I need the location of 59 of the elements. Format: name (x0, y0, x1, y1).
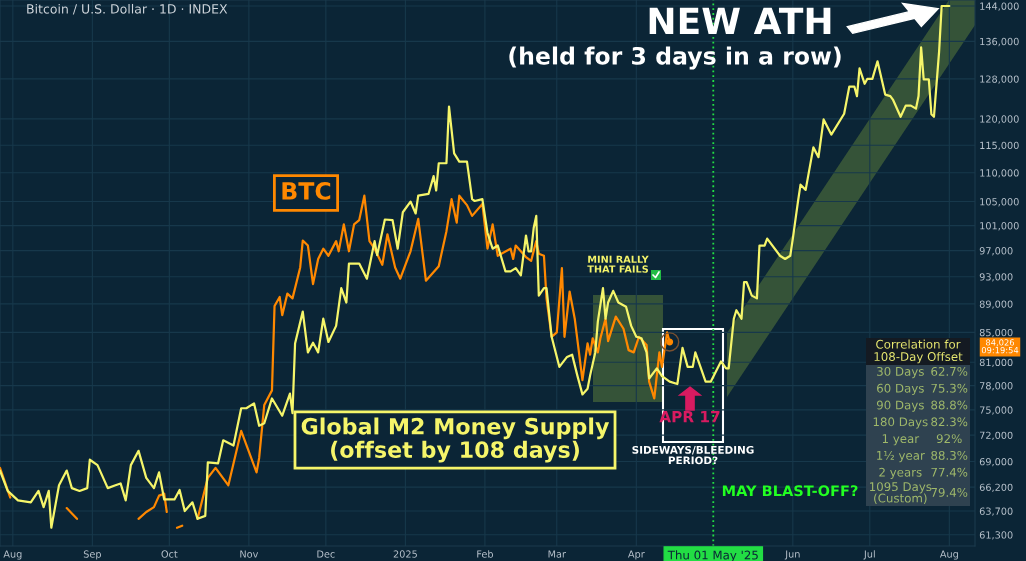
annotation: NEW ATH (649, 7, 831, 34)
x-tick-label: Oct (161, 550, 178, 558)
x-tick-label: Aug (3, 550, 22, 560)
series-label: Global M2 Money Supply (offset by 108 days) (301, 417, 610, 463)
y-tick-label: 120,000 (980, 115, 1019, 124)
text: 77.4% (931, 467, 968, 477)
y-tick-label: 61,300 (979, 531, 1013, 540)
x-tick-label: Jun (784, 550, 800, 560)
text: 82.3% (931, 417, 968, 427)
y-tick-label: 75,000 (979, 406, 1013, 415)
annotation: MAY BLAST-OFF? (722, 485, 858, 497)
x-tick-label: Feb (477, 550, 494, 558)
annotation: MINI RALLY THAT FAILS (587, 255, 649, 273)
y-tick-label: 78,000 (979, 382, 1013, 391)
y-tick-label: 66,200 (979, 483, 1013, 492)
text: 75.3% (931, 383, 968, 393)
x-tick-label: Dec (317, 550, 335, 558)
x-tick-label: Aug (939, 550, 958, 560)
y-tick-label: 136,000 (980, 37, 1019, 47)
text: 92% (936, 434, 962, 444)
y-tick-label: 128,000 (980, 75, 1019, 84)
y-tick-label: 144,000 (980, 2, 1019, 11)
y-tick-label: 115,000 (980, 141, 1019, 151)
category-label: 1½ year (877, 450, 925, 463)
x-tick-label: 2025 (393, 550, 417, 558)
y-tick-label: 93,000 (979, 273, 1013, 282)
x-tick-label: Sep (83, 550, 101, 560)
chart-title: Bitcoin / U.S. Dollar · 1D · INDEX (27, 3, 228, 15)
y-tick-label: 89,000 (979, 300, 1013, 309)
text: 84,026 09:19:54 (981, 339, 1019, 354)
text: Correlation for 108-Day Offset (874, 339, 963, 364)
ref-line-label: Thu 01 May '25 (667, 550, 758, 561)
y-tick-label: 110,000 (980, 169, 1019, 178)
y-tick-label: 85,000 (979, 328, 1013, 338)
y-tick-label: 72,000 (979, 431, 1013, 440)
y-tick-label: 81,000 (979, 358, 1013, 368)
text: 88.3% (931, 450, 968, 460)
y-tick-label: 97,000 (979, 247, 1013, 256)
category-label: 90 Days (876, 400, 924, 412)
category-label: 30 Days (877, 366, 924, 379)
text: 62.7% (931, 366, 968, 376)
y-tick-label: 69,000 (979, 458, 1013, 467)
category-label: 60 Days (877, 383, 924, 395)
series-label: BTC (282, 181, 331, 200)
text: 79.4% (931, 487, 968, 497)
x-tick-label: Mar (548, 550, 566, 558)
category-label: 180 Days (873, 417, 928, 429)
y-tick-label: 63,700 (979, 507, 1013, 516)
annotation: SIDEWAYS/BLEEDING PERIOD? (632, 445, 754, 465)
x-tick-label: Nov (240, 550, 259, 558)
x-tick-label: Jul (863, 550, 875, 560)
annotation: (held for 3 days in a row) (509, 46, 841, 70)
x-tick-label: Apr (627, 550, 645, 560)
category-label: 1 year (882, 434, 920, 446)
category-label: 2 years (879, 467, 922, 479)
text: 88.8% (931, 400, 968, 410)
y-tick-label: 105,000 (980, 198, 1019, 207)
y-tick-label: 101,000 (980, 222, 1019, 231)
category-label: 1095 Days (Custom) (869, 482, 932, 504)
